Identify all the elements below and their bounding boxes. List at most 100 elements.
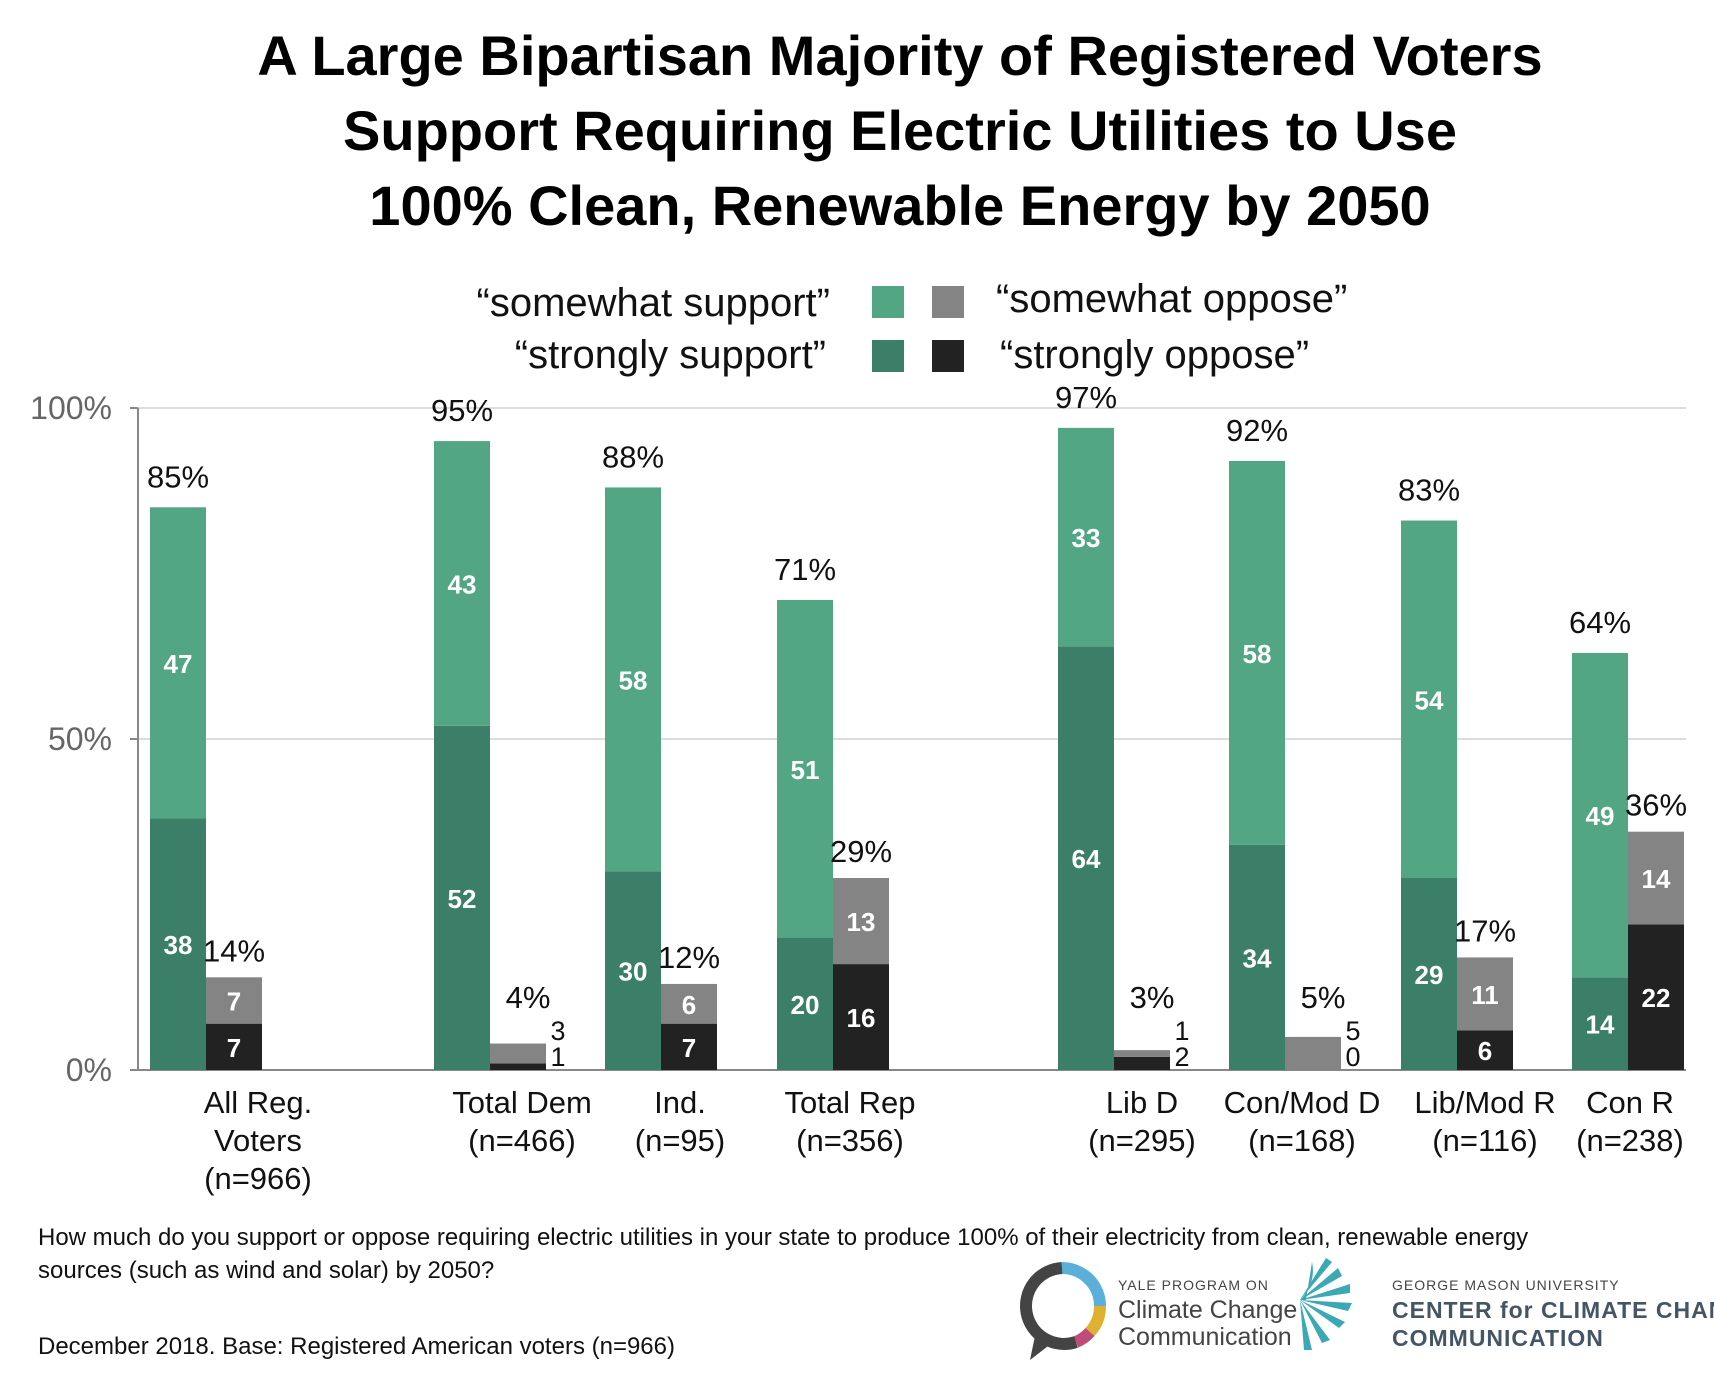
bar-strongly-support [1058, 646, 1114, 1070]
bar-strongly-oppose [661, 1023, 717, 1070]
total-label-oppose: 17% [1454, 913, 1516, 948]
data-label-strongly-oppose: 7 [227, 1033, 241, 1063]
total-label-oppose: 36% [1625, 788, 1687, 823]
bar-group: 30 58 88% 7 6 12% [602, 439, 720, 1070]
category-label: Lib D(n=295) [1088, 1085, 1196, 1158]
category-label: All Reg.Voters(n=966) [204, 1085, 313, 1196]
bar-strongly-oppose [206, 1023, 262, 1070]
total-label-support: 97% [1055, 380, 1117, 415]
data-label-somewhat-oppose: 5 [1345, 1016, 1360, 1046]
category-label-line: (n=356) [796, 1123, 904, 1158]
category-label-line: (n=295) [1088, 1123, 1196, 1158]
legend-swatch-somewhat-oppose [932, 286, 964, 318]
data-label-strongly-oppose: 6 [1478, 1036, 1492, 1066]
category-label-line: (n=116) [1432, 1123, 1537, 1158]
yale-logo-line-2: Communication [1118, 1323, 1292, 1351]
category-label-line: (n=466) [468, 1123, 576, 1158]
data-label-strongly-oppose: 7 [682, 1033, 696, 1063]
bar-strongly-support [150, 818, 206, 1070]
total-label-support: 83% [1398, 473, 1460, 508]
y-tick-label: 0% [66, 1052, 112, 1088]
total-label-oppose: 12% [658, 940, 720, 975]
bar-strongly-support [1229, 844, 1285, 1070]
category-label-line: (n=966) [204, 1161, 312, 1196]
bar-somewhat-oppose [1114, 1050, 1170, 1057]
category-label: Lib/Mod R(n=116) [1414, 1085, 1555, 1158]
total-label-support: 85% [147, 459, 209, 494]
bar-group: 14 49 64% 22 14 36% [1569, 605, 1687, 1070]
data-label-strongly-support: 64 [1072, 844, 1101, 874]
bar-somewhat-support [1058, 427, 1114, 647]
bar-strongly-oppose [833, 964, 889, 1070]
category-label-line: Lib D [1106, 1085, 1178, 1120]
bar-somewhat-support [1229, 460, 1285, 845]
data-label-somewhat-oppose: 3 [550, 1016, 565, 1046]
question-line-1: How much do you support or oppose requir… [38, 1224, 1528, 1251]
data-label-strongly-oppose: 1 [550, 1042, 565, 1072]
data-label-somewhat-oppose: 1 [1174, 1016, 1189, 1046]
legend-swatch-strongly-support [872, 340, 904, 372]
data-label-strongly-support: 29 [1415, 960, 1444, 990]
data-label-somewhat-support: 47 [164, 649, 193, 679]
data-label-somewhat-oppose: 6 [682, 990, 696, 1020]
bar-strongly-support [1572, 977, 1628, 1070]
category-label: Con R(n=238) [1576, 1085, 1684, 1158]
total-label-support: 95% [431, 393, 493, 428]
total-label-support: 88% [602, 439, 664, 474]
legend-label-strongly-support: “strongly support” [515, 333, 826, 377]
bar-somewhat-oppose [490, 1043, 546, 1064]
category-label-line: (n=168) [1248, 1123, 1356, 1158]
data-label-strongly-oppose: 2 [1174, 1042, 1189, 1072]
yale-logo-small: YALE PROGRAM ON [1118, 1277, 1269, 1293]
y-tick-label: 100% [30, 390, 112, 426]
data-label-somewhat-support: 54 [1415, 685, 1444, 715]
data-label-strongly-oppose: 16 [847, 1003, 876, 1033]
data-label-strongly-support: 20 [791, 990, 820, 1020]
bar-strongly-support [777, 937, 833, 1070]
data-label-somewhat-support: 58 [619, 665, 648, 695]
yale-speech-bubble-icon [1020, 1262, 1107, 1360]
bar-somewhat-oppose [661, 983, 717, 1024]
bars: 384785%7714%524395%134%305888%7612%20517… [147, 380, 1687, 1072]
bar-strongly-oppose [490, 1063, 546, 1070]
y-tick-label: 50% [48, 721, 112, 757]
data-label-somewhat-support: 49 [1586, 801, 1615, 831]
bar-group: 64 33 97% 213% [1055, 380, 1190, 1072]
legend-label-somewhat-oppose: “somewhat oppose” [996, 277, 1347, 321]
bar-somewhat-support [605, 487, 661, 872]
title-line-3: 100% Clean, Renewable Energy by 2050 [369, 174, 1430, 237]
category-label: Con/Mod D(n=168) [1224, 1085, 1381, 1158]
total-label-oppose: 4% [506, 980, 551, 1015]
data-label-somewhat-support: 33 [1072, 523, 1101, 553]
category-label: Total Dem(n=466) [452, 1085, 592, 1158]
total-label-support: 92% [1226, 413, 1288, 448]
legend-swatch-somewhat-support [872, 286, 904, 318]
bar-strongly-support [605, 871, 661, 1070]
gmu-logo-small: GEORGE MASON UNIVERSITY [1392, 1277, 1620, 1293]
bar-somewhat-oppose [1457, 957, 1513, 1031]
bar-somewhat-oppose [1285, 1036, 1341, 1070]
data-label-strongly-support: 30 [619, 957, 648, 987]
base-note: December 2018. Base: Registered American… [38, 1333, 675, 1360]
data-label-somewhat-oppose: 14 [1642, 864, 1671, 894]
data-label-strongly-support: 52 [448, 884, 477, 914]
legend: “somewhat support” “somewhat oppose” “st… [477, 277, 1348, 377]
data-label-somewhat-oppose: 13 [847, 907, 876, 937]
bar-somewhat-oppose [1628, 831, 1684, 925]
data-label-strongly-support: 38 [164, 930, 193, 960]
legend-label-strongly-oppose: “strongly oppose” [1000, 333, 1309, 377]
total-label-support: 64% [1569, 605, 1631, 640]
category-label-line: (n=238) [1576, 1123, 1684, 1158]
bar-group: 52 43 95% 134% [431, 393, 566, 1072]
data-label-strongly-support: 14 [1586, 1010, 1615, 1040]
total-label-support: 71% [774, 552, 836, 587]
data-label-somewhat-support: 43 [448, 569, 477, 599]
bar-group: 38 47 85% 7 7 14% [147, 459, 265, 1070]
bar-somewhat-oppose [833, 878, 889, 965]
bar-strongly-support [1401, 878, 1457, 1070]
bar-strongly-oppose [1628, 924, 1684, 1070]
category-label-line: Lib/Mod R [1414, 1085, 1555, 1120]
gmu-logo-line-1: CENTER for CLIMATE CHANGE [1392, 1297, 1714, 1323]
legend-swatch-strongly-oppose [932, 340, 964, 372]
